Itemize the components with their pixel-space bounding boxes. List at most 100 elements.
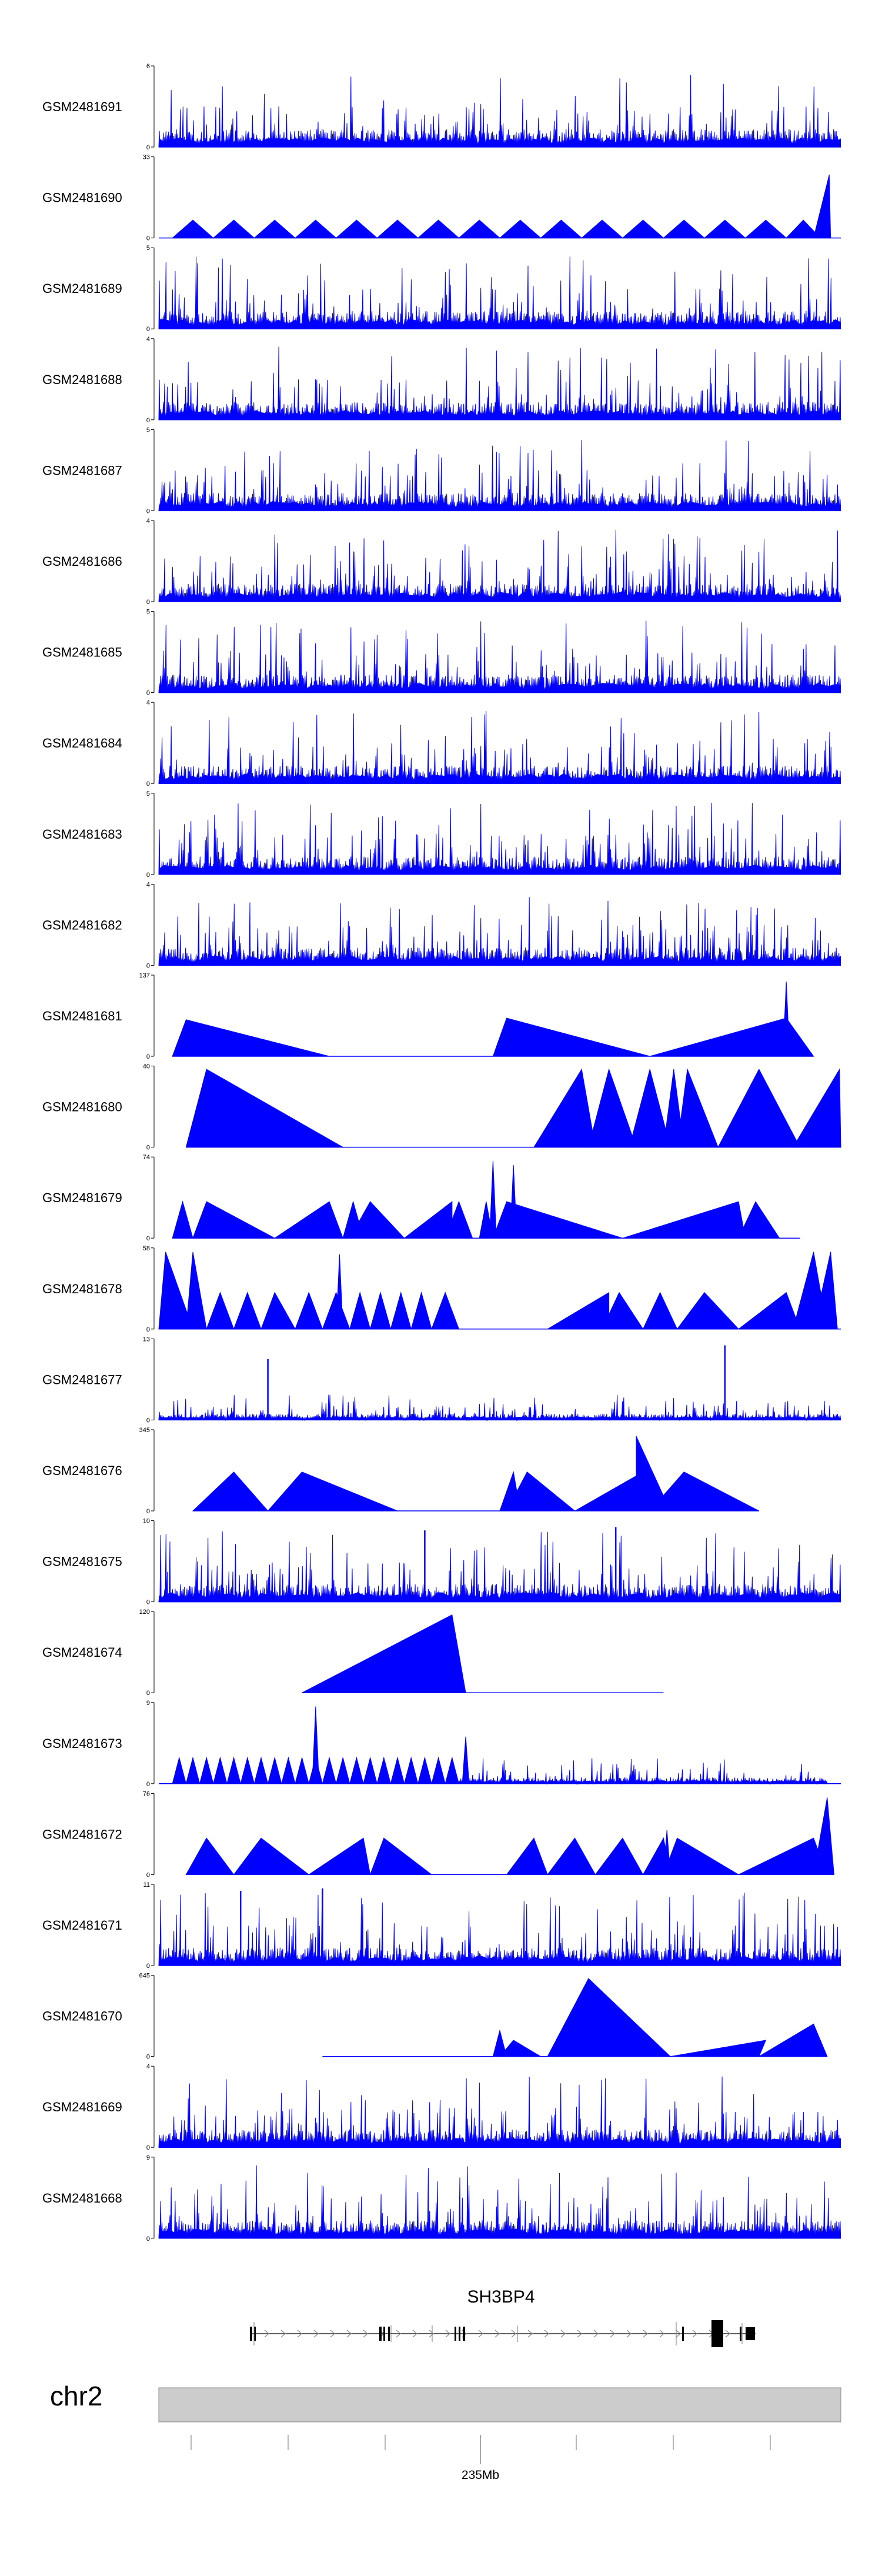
strand-arrow: [478, 2330, 483, 2338]
strand-arrow: [676, 2330, 681, 2338]
strand-arrow: [692, 2330, 697, 2338]
y-zero-label: 0: [146, 1599, 150, 1606]
gene-exon: [463, 2327, 465, 2341]
coverage-peak: [757, 2023, 828, 2057]
coverage-peak: [376, 1756, 392, 1784]
y-zero-label: 0: [146, 962, 150, 969]
track-GSM2481668: GSM2481668 9 0: [42, 2154, 841, 2243]
coverage-peak: [336, 1254, 343, 1330]
y-zero-label: 0: [146, 508, 150, 515]
y-zero-label: 0: [146, 2235, 150, 2243]
coverage-peak: [547, 1837, 596, 1875]
y-max-label: 33: [143, 154, 150, 161]
strand-arrow: [626, 2330, 632, 2338]
strand-arrow: [511, 2330, 516, 2338]
coverage-peak: [738, 1837, 828, 1875]
track-label: GSM2481670: [42, 2009, 122, 2024]
coverage-peak: [703, 219, 746, 239]
y-zero-label: 0: [146, 1781, 150, 1788]
track-GSM2481683: GSM2481683 5 0: [42, 790, 841, 879]
track-GSM2481673: GSM2481673 9 0: [42, 1700, 841, 1788]
coverage-peak: [363, 1756, 377, 1784]
coverage-peak: [417, 219, 460, 239]
track-label: GSM2481686: [42, 554, 122, 569]
coverage-signal: [158, 440, 841, 511]
track-GSM2481685: GSM2481685 5 0: [42, 609, 841, 697]
coverage-peak: [813, 1797, 834, 1875]
coverage-peak: [390, 1291, 412, 1330]
y-zero-label: 0: [146, 2144, 150, 2151]
y-max-label: 137: [139, 972, 150, 979]
track-GSM2481684: GSM2481684 4 0: [42, 699, 841, 788]
coverage-peak: [308, 1837, 371, 1875]
coverage-peak: [403, 1756, 419, 1784]
track-GSM2481689: GSM2481689 5 0: [42, 245, 841, 333]
coverage-floor: [159, 683, 841, 693]
track-label: GSM2481680: [42, 1100, 122, 1115]
coverage-peak: [717, 1069, 801, 1148]
y-max-label: 76: [143, 1790, 150, 1797]
track-label: GSM2481683: [42, 827, 122, 842]
chromosome-label: chr2: [50, 2381, 102, 2411]
coverage-floor: [159, 592, 841, 602]
y-max-label: 6: [146, 63, 150, 70]
track-label: GSM2481687: [42, 463, 122, 478]
strand-arrow: [264, 2330, 269, 2338]
y-max-label: 10: [143, 1518, 150, 1525]
coverage-signal: [158, 802, 841, 875]
chromosome-ticks: [191, 2435, 771, 2464]
y-max-label: 9: [146, 1700, 150, 1707]
coverage-peak: [349, 1201, 405, 1239]
y-max-label: 74: [143, 1154, 150, 1161]
coverage-peak: [295, 1292, 323, 1330]
coverage-signal: [158, 1531, 841, 1603]
coverage-peak: [663, 1837, 740, 1875]
y-zero-label: 0: [146, 780, 150, 788]
coverage-peak: [813, 1252, 838, 1330]
track-label: GSM2481688: [42, 372, 122, 387]
coverage-peak: [462, 1736, 470, 1784]
coverage-peak: [417, 1756, 432, 1784]
coverage-peak: [369, 1291, 392, 1330]
track-GSM2481679: GSM2481679 74 0: [42, 1154, 800, 1242]
coverage-peak: [506, 1837, 548, 1875]
track-GSM2481674: GSM2481674 120 0: [42, 1609, 664, 1697]
coverage-signal: [158, 256, 841, 329]
strand-arrow: [593, 2330, 599, 2338]
y-max-label: 40: [143, 1063, 150, 1070]
strand-arrow: [527, 2330, 533, 2338]
coverage-tracks: GSM248169160GSM2481690330GSM248168950GSM…: [42, 63, 841, 2243]
track-label: GSM2481679: [42, 1190, 122, 1205]
track-GSM2481671: GSM2481671 11 0: [42, 1881, 841, 1970]
coverage-peak: [253, 219, 296, 239]
coverage-peak: [744, 219, 787, 239]
coverage-peak: [294, 219, 337, 239]
strand-arrow: [396, 2330, 401, 2338]
gene-exon: [379, 2327, 382, 2341]
coverage-signal: [158, 1394, 841, 1422]
y-zero-label: 0: [146, 1690, 150, 1697]
track-GSM2481670: GSM2481670 645 0: [42, 1973, 828, 2061]
coverage-peak: [192, 1201, 275, 1239]
coverage-peak: [663, 1069, 684, 1148]
y-max-label: 11: [143, 1881, 150, 1888]
gene-exon: [250, 2327, 252, 2341]
coverage-peak: [185, 1252, 207, 1330]
coverage-peak: [185, 1756, 201, 1784]
coverage-peak: [676, 1292, 740, 1330]
coverage-floor: [159, 1416, 841, 1420]
coverage-peak: [580, 219, 624, 239]
coverage-peak: [172, 1200, 193, 1239]
coverage-peak: [260, 1292, 296, 1330]
gene-exon: [746, 2327, 755, 2340]
track-GSM2481680: GSM2481680 40 0: [42, 1063, 841, 1152]
coverage-peak: [792, 1068, 841, 1148]
coverage-peak: [458, 219, 501, 239]
y-zero-label: 0: [146, 1053, 150, 1060]
major-tick-label: 235Mb: [462, 2468, 499, 2482]
y-max-label: 4: [146, 2063, 150, 2070]
y-max-label: 5: [146, 790, 150, 798]
strand-arrow: [495, 2330, 500, 2338]
gene-label: SH3BP4: [467, 2287, 534, 2307]
gene-exon: [388, 2327, 390, 2341]
